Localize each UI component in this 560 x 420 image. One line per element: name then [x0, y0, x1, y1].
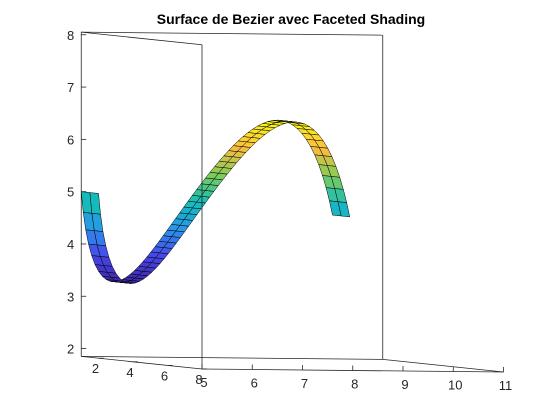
z-tick-label: 2	[67, 342, 74, 357]
z-tick-label: 8	[67, 28, 74, 43]
box-edge	[81, 31, 203, 46]
z-tick-label: 4	[67, 237, 74, 252]
chart-title: Surface de Bezier avec Faceted Shading	[157, 11, 425, 27]
box-edge	[81, 31, 383, 36]
x-tick-label: 9	[401, 377, 408, 392]
y-tick-label: 2	[92, 361, 99, 376]
x-tick-label: 11	[499, 378, 513, 393]
x-tick-label: 8	[351, 377, 358, 392]
y-tick-label: 8	[195, 372, 202, 387]
bezier-surface	[81, 119, 350, 284]
surface-facet	[337, 201, 350, 218]
axes-box-back	[80, 31, 384, 370]
x-tick-label: 5	[200, 375, 207, 390]
x-tick-label: 7	[301, 376, 308, 391]
z-tick-label: 7	[67, 80, 74, 95]
z-tick-label: 6	[67, 132, 74, 147]
axis-ticks: 5 6 7 8 9 10 11 2 4 6 8 2 3 4 5 6 7 8	[67, 28, 512, 393]
x-tick-label: 6	[251, 376, 258, 391]
x-tick-label: 10	[448, 378, 462, 393]
y-tick-label: 4	[126, 365, 133, 380]
box-edge	[81, 356, 383, 360]
z-tick-label: 5	[67, 185, 74, 200]
surface-facet	[89, 192, 101, 215]
y-tick-label: 6	[161, 368, 168, 383]
z-tick-label: 3	[67, 289, 74, 304]
box-edge	[382, 359, 504, 373]
axes-box-front	[201, 44, 504, 373]
